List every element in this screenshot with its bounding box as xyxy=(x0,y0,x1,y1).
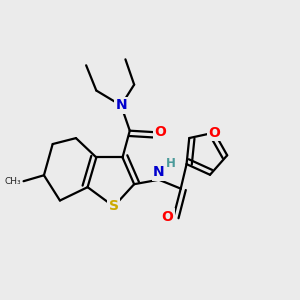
Text: H: H xyxy=(166,157,176,170)
Text: O: O xyxy=(162,210,174,224)
Text: S: S xyxy=(109,200,119,214)
Text: O: O xyxy=(154,125,166,139)
Text: N: N xyxy=(153,165,165,179)
Text: CH₃: CH₃ xyxy=(4,177,21,186)
Text: O: O xyxy=(208,126,220,140)
Text: N: N xyxy=(115,98,127,112)
